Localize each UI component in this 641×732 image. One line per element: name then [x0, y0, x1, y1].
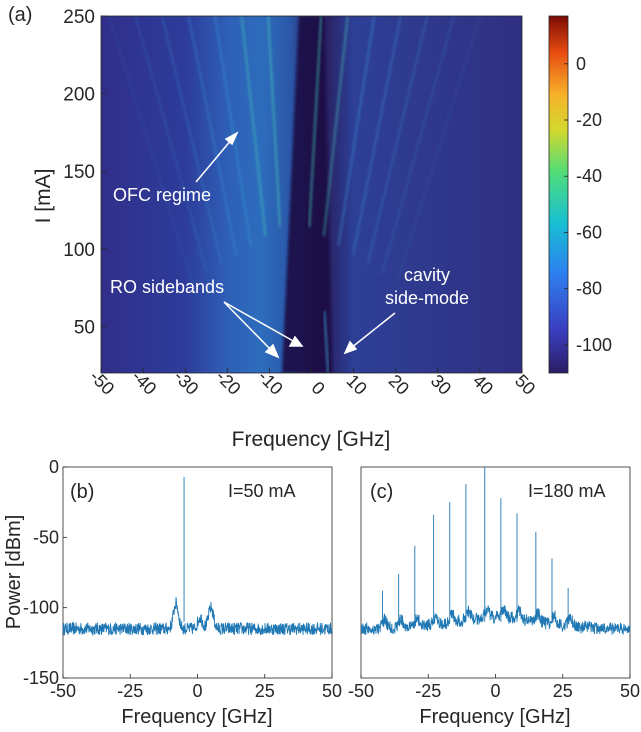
spectrum-b-x-tick-label: -25: [117, 681, 143, 701]
heatmap-y-tick-label: 200: [63, 85, 95, 106]
heatmap-comb-line: [108, 16, 194, 284]
heatmap-x-tick-label: 0: [308, 378, 329, 399]
spectrum-b-y-tick-label: -50: [33, 527, 59, 547]
colorbar-tick-label: -20: [576, 110, 602, 130]
heatmap-annotations: OFC regime RO sidebands cavity side-mode: [110, 131, 469, 359]
heatmap-features: [108, 16, 482, 373]
spectrum-b-y-tick-label: -100: [23, 598, 59, 618]
heatmap-y-tick-label: 250: [63, 7, 95, 28]
spectrum-c-x-tick-label: 50: [620, 681, 640, 701]
heatmap-comb-line: [395, 16, 482, 284]
spectrum-c-panel: (c) I=180 mA -50 -25 0 25 50 Frequency [GHz]: [348, 466, 640, 728]
spectrum-b-panel: (b) I=50 mA -50 -25 0 25 50 0 -50 -100 -150 Fre…: [3, 457, 342, 728]
heatmap-comb-line: [366, 16, 429, 265]
spectrum-b-x-tick-label: 50: [322, 681, 342, 701]
heatmap-ylabel: I [mA]: [32, 169, 55, 224]
heatmap-xlabel: Frequency [GHz]: [232, 428, 391, 451]
panel-b-condition: I=50 mA: [228, 481, 296, 501]
spectrum-b-y-tick-label: 0: [49, 457, 59, 477]
colorbar: 0 -20 -40 -60 -80 -100: [548, 15, 612, 374]
colorbar-tick-label: 0: [576, 54, 586, 74]
spectrum-b-xlabel: Frequency [GHz]: [121, 706, 272, 728]
spectrum-c-frame: [360, 466, 631, 679]
panel-a-label: (a): [8, 4, 32, 26]
spectrum-b-trace: [63, 476, 332, 637]
heatmap-comb-line: [352, 16, 402, 256]
spectrum-b-x-tick-label: -50: [50, 681, 76, 701]
colorbar-gradient: [548, 15, 569, 374]
heatmap-comb-line: [267, 16, 281, 228]
spectrum-b-frame: [62, 466, 333, 679]
heatmap-x-tick-label: 20: [385, 371, 413, 399]
spectrum-c-x-tick-label: 0: [490, 681, 500, 701]
arrow-ro-right-head: [288, 335, 304, 347]
arrow-ofc-head: [224, 131, 239, 146]
arrow-cavity-head: [343, 340, 358, 355]
heatmap-comb-line: [240, 16, 267, 237]
heatmap-comb-line: [322, 16, 349, 237]
spectrum-c-x-tick-label: -50: [348, 681, 374, 701]
panel-c-label: (c): [370, 481, 393, 503]
panel-c-condition: I=180 mA: [528, 481, 606, 501]
arrow-ro-left: [223, 301, 273, 352]
arrow-ofc: [195, 138, 233, 183]
heatmap-x-tick-label: 50: [511, 371, 539, 399]
arrow-ro-left-head: [264, 343, 280, 359]
colorbar-tick-label: -80: [576, 279, 602, 299]
colorbar-tick-label: -60: [576, 222, 602, 242]
heatmap-comb-line: [161, 16, 223, 265]
spectrum-b-x-tick-label: 0: [192, 681, 202, 701]
heatmap-x-tick-label: 10: [343, 371, 371, 399]
arrow-cavity: [350, 312, 396, 349]
heatmap-comb-line: [134, 16, 209, 274]
heatmap-panel: [100, 15, 523, 374]
spectrum-c-trace: [361, 467, 630, 636]
heatmap-comb-line: [337, 16, 376, 246]
heatmap-cavity-mode: [323, 310, 330, 373]
spectrum-b-y-tick-label: -150: [23, 668, 59, 688]
spectrum-c-xlabel: Frequency [GHz]: [419, 706, 570, 728]
spectrum-b-x-tick-label: 25: [255, 681, 275, 701]
heatmap-y-ticks: 250 200 150 100 50: [63, 7, 106, 338]
heatmap-comb-line: [308, 16, 323, 228]
colorbar-tick-label: -40: [576, 166, 602, 186]
colorbar-tick-label: -100: [576, 335, 612, 355]
annotation-side-mode: side-mode: [385, 288, 469, 308]
annotation-ro-sidebands: RO sidebands: [110, 277, 224, 297]
spectrum-c-x-ticks: -50 -25 0 25 50: [348, 674, 640, 701]
heatmap-y-tick-label: 150: [63, 162, 95, 183]
heatmap-comb-line: [187, 16, 238, 256]
heatmap-x-tick-label: 30: [427, 371, 455, 399]
annotation-cavity: cavity: [404, 265, 450, 285]
spectrum-c-x-tick-label: 25: [553, 681, 573, 701]
annotation-ofc-regime: OFC regime: [113, 185, 211, 205]
heatmap-comb-line: [381, 16, 455, 274]
heatmap-y-tick-label: 50: [74, 317, 95, 338]
colorbar-ticks: 0 -20 -40 -60 -80 -100: [564, 54, 612, 355]
arrow-ro-right: [223, 301, 296, 343]
heatmap-comb-line: [214, 16, 252, 246]
panel-b-label: (b): [70, 481, 94, 503]
spectrum-b-ylabel: Power [dBm]: [3, 515, 25, 629]
heatmap-y-tick-label: 100: [63, 240, 95, 261]
spectrum-c-x-tick-label: -25: [415, 681, 441, 701]
heatmap-x-tick-label: 40: [469, 371, 497, 399]
spectrum-b-y-ticks: 0 -50 -100 -150: [23, 457, 67, 688]
spectrum-b-x-ticks: -50 -25 0 25 50: [50, 674, 342, 701]
